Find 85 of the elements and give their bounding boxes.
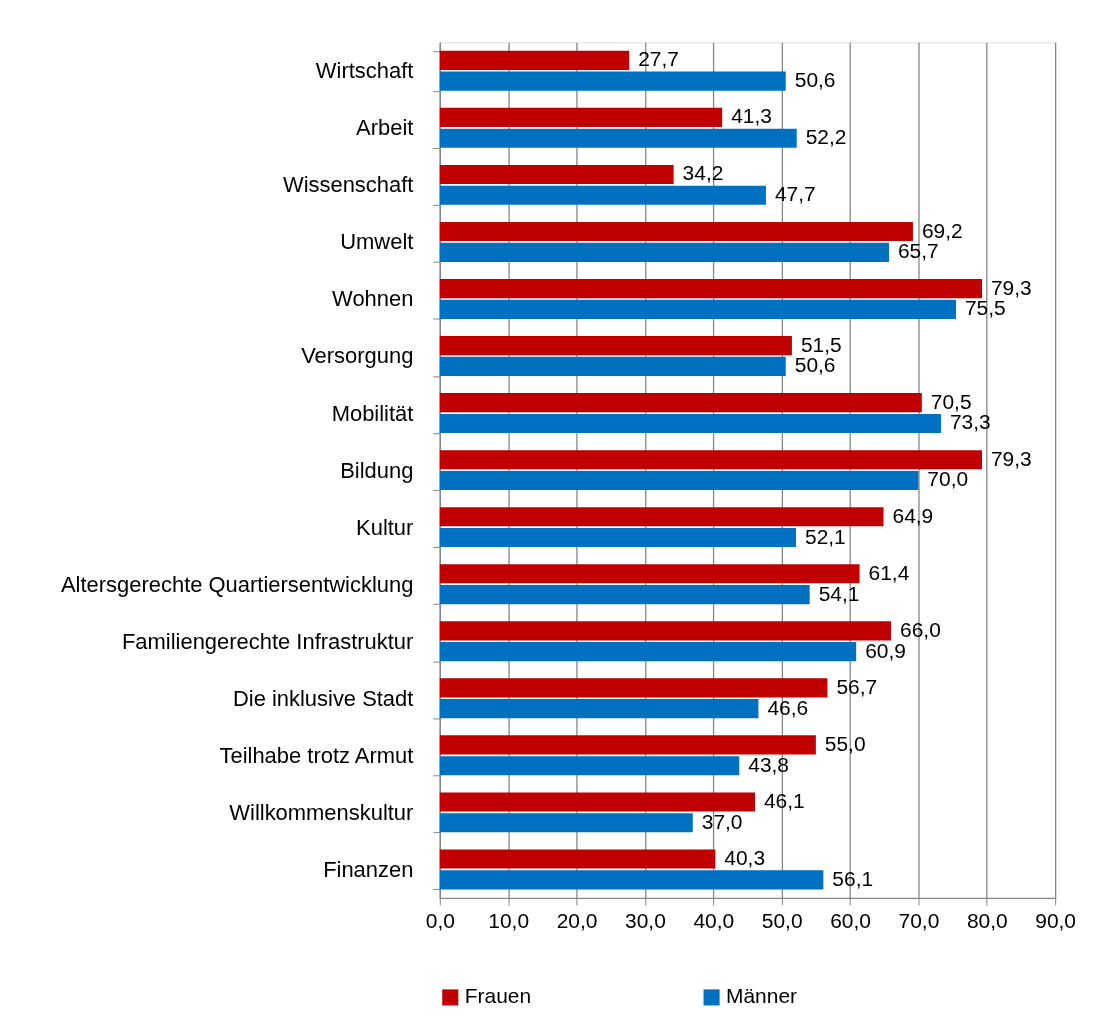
y-tick-label: Wohnen: [332, 286, 414, 312]
bar: [439, 642, 857, 662]
data-label: 40,3: [724, 846, 766, 870]
data-label: 56,7: [836, 674, 878, 698]
y-tick-label: Arbeit: [356, 115, 414, 141]
bar: [439, 621, 892, 641]
data-label: 79,3: [990, 275, 1032, 299]
data-label: 64,9: [892, 503, 934, 527]
bar: [439, 450, 982, 470]
bar: [439, 507, 884, 527]
data-label: 46,1: [763, 788, 805, 812]
bar: [439, 299, 956, 319]
x-tick-label: 30,0: [625, 909, 666, 933]
bar: [439, 564, 860, 584]
y-tick-label: Versorgung: [301, 343, 414, 369]
bar: [439, 413, 941, 434]
y-tick-label: Kultur: [356, 514, 414, 540]
bar: [439, 735, 816, 755]
data-label: 50,6: [794, 68, 836, 92]
x-tick-label: 60,0: [830, 909, 871, 933]
bar: [439, 221, 913, 242]
bar: [439, 71, 786, 91]
bar: [439, 849, 716, 869]
y-tick-label: Willkommenskultur: [229, 799, 414, 825]
data-label: 75,5: [964, 296, 1006, 320]
x-tick-label: 50,0: [761, 909, 803, 933]
bar: [439, 185, 766, 205]
data-label: 41,3: [731, 104, 772, 128]
bar: [439, 128, 797, 148]
y-tick-label: Wirtschaft: [315, 58, 414, 84]
data-label: 65,7: [897, 239, 939, 263]
bar: [439, 242, 889, 262]
data-label: 52,1: [804, 524, 846, 548]
x-tick-label: 80,0: [966, 909, 1008, 933]
y-tick-label: Finanzen: [323, 856, 414, 882]
bar: [439, 164, 674, 185]
y-tick-label: Bildung: [340, 457, 414, 483]
data-label: 70,5: [930, 389, 972, 413]
bar: [439, 870, 824, 890]
y-tick-label: Die inklusive Stadt: [232, 685, 414, 711]
data-label: 55,0: [824, 731, 866, 755]
data-label: 43,8: [748, 752, 790, 776]
bar: [439, 356, 786, 376]
data-label: 79,3: [990, 446, 1032, 470]
bar: [439, 393, 922, 413]
data-label: 51,5: [800, 332, 842, 356]
bar: [439, 50, 630, 70]
y-tick-label: Wissenschaft: [282, 172, 414, 198]
y-tick-label: Teilhabe trotz Armut: [219, 742, 414, 768]
data-label: 47,7: [774, 182, 816, 206]
x-tick-label: 70,0: [898, 909, 940, 933]
bar: [439, 107, 723, 127]
bar: [439, 699, 759, 719]
data-label: 27,7: [638, 47, 679, 71]
y-tick-label: Umwelt: [340, 229, 414, 255]
y-tick-label: Mobilität: [331, 400, 414, 426]
legend-label: Männer: [726, 984, 798, 1008]
data-label: 70,0: [927, 467, 969, 491]
legend-label: Frauen: [464, 984, 532, 1008]
bar: [439, 336, 792, 356]
x-tick-label: 40,0: [693, 909, 735, 933]
bar: [439, 678, 828, 698]
data-label: 52,2: [805, 125, 847, 149]
data-label: 37,0: [701, 809, 743, 833]
data-label: 61,4: [868, 560, 910, 584]
x-tick-label: 0,0: [425, 909, 455, 933]
data-label: 34,2: [682, 161, 724, 185]
y-tick-label: Altersgerechte Quartiersentwicklung: [60, 571, 414, 597]
data-label: 46,6: [767, 695, 809, 719]
data-label: 69,2: [921, 218, 963, 242]
data-label: 54,1: [818, 581, 860, 605]
bar: [439, 279, 982, 299]
x-tick-label: 90,0: [1035, 909, 1077, 933]
data-label: 56,1: [832, 866, 874, 890]
bar: [439, 470, 919, 491]
bar: [439, 756, 740, 776]
bar: [439, 585, 810, 605]
x-tick-label: 20,0: [556, 909, 598, 933]
bar: [439, 813, 693, 833]
data-label: 60,9: [865, 638, 906, 662]
data-label: 66,0: [900, 617, 941, 641]
y-tick-label: Familiengerechte Infrastruktur: [121, 628, 414, 654]
bar: [439, 527, 797, 548]
x-tick-label: 10,0: [488, 909, 530, 933]
bar: [439, 792, 755, 812]
